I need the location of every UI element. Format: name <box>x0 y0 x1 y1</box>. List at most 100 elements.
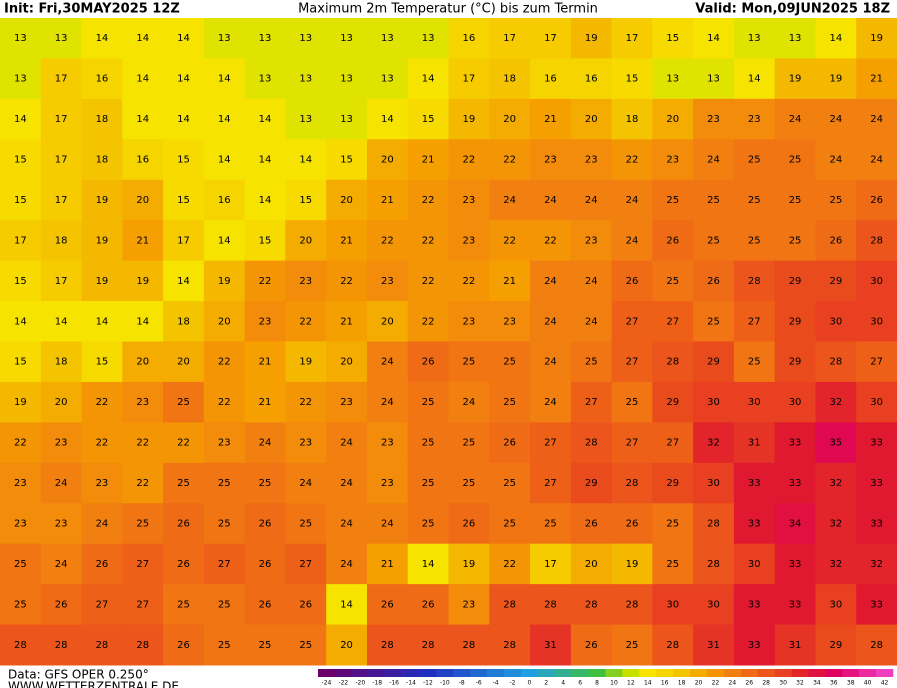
temp-label: 14 <box>299 155 312 166</box>
temp-label: 23 <box>55 438 68 449</box>
temp-label: 13 <box>218 33 231 44</box>
temp-label: 23 <box>299 438 312 449</box>
temp-label: 34 <box>789 518 802 529</box>
temp-cell <box>81 98 123 140</box>
temp-label: 24 <box>381 357 394 368</box>
temp-cell <box>530 584 572 626</box>
temp-label: 32 <box>707 438 720 449</box>
temp-cell <box>203 220 246 262</box>
temp-label: 17 <box>55 114 68 125</box>
temp-cell <box>774 503 816 545</box>
temp-label: 23 <box>55 518 68 529</box>
temp-label: 25 <box>259 478 272 489</box>
temp-cell <box>856 98 897 140</box>
colorbar-label: 26 <box>745 680 753 687</box>
init-time: Init: Fri,30MAY2025 12Z <box>4 2 180 17</box>
temp-label: 25 <box>422 438 435 449</box>
temp-label: 25 <box>422 518 435 529</box>
temp-cell <box>203 98 246 140</box>
temp-label: 30 <box>748 397 761 408</box>
temp-label: 25 <box>789 195 802 206</box>
temp-label: 25 <box>666 195 679 206</box>
temp-cell <box>448 543 490 585</box>
temp-cell <box>0 341 42 383</box>
temp-cell <box>326 584 368 626</box>
temp-cell <box>326 543 368 585</box>
temp-label: 13 <box>259 74 272 85</box>
temp-label: 14 <box>14 114 27 125</box>
temp-cell <box>489 341 531 383</box>
temp-label: 17 <box>55 155 68 166</box>
temp-label: 19 <box>14 397 27 408</box>
temp-cell <box>244 301 286 342</box>
temp-label: 25 <box>299 518 312 529</box>
temp-cell <box>448 341 490 383</box>
temp-label: 22 <box>463 155 476 166</box>
temp-cell <box>163 584 205 626</box>
temp-cell <box>122 543 164 585</box>
temp-cell <box>366 139 409 181</box>
temp-label: 23 <box>463 235 476 246</box>
temp-label: 22 <box>422 316 435 327</box>
temp-cell <box>448 462 490 504</box>
temp-cell <box>163 422 205 464</box>
temp-label: 21 <box>259 397 272 408</box>
temp-cell <box>530 381 572 423</box>
temp-label: 24 <box>55 478 68 489</box>
temp-cell <box>203 301 246 342</box>
temp-label: 26 <box>299 599 312 610</box>
temp-label: 27 <box>218 559 231 570</box>
temp-cell <box>530 98 572 140</box>
temp-cell <box>489 139 531 181</box>
temp-cell <box>530 179 572 221</box>
temp-label: 23 <box>666 155 679 166</box>
temp-label: 33 <box>748 640 761 651</box>
temp-cell <box>733 503 776 545</box>
temp-label: 24 <box>340 438 353 449</box>
temp-cell <box>733 462 776 504</box>
temp-cell <box>326 462 368 504</box>
temp-cell <box>733 220 776 262</box>
temp-label: 27 <box>585 397 598 408</box>
temp-cell <box>530 462 572 504</box>
temp-cell <box>774 220 816 262</box>
colorbar-label: 8 <box>595 680 599 687</box>
temp-label: 21 <box>544 114 557 125</box>
temp-label: 29 <box>666 397 679 408</box>
temp-label: 23 <box>14 518 27 529</box>
colorbar-swatch <box>842 669 860 677</box>
temp-cell <box>326 18 368 59</box>
temp-label: 17 <box>463 74 476 85</box>
temp-cell <box>611 503 653 545</box>
colorbar-label: -6 <box>476 680 482 687</box>
temp-cell <box>815 422 857 464</box>
temp-cell <box>122 179 164 221</box>
temp-cell <box>652 260 694 302</box>
temp-label: 24 <box>544 357 557 368</box>
temp-cell <box>203 179 246 221</box>
temp-label: 20 <box>136 357 149 368</box>
temp-label: 33 <box>748 478 761 489</box>
temp-cell <box>40 301 83 342</box>
temp-label: 28 <box>666 357 679 368</box>
temp-cell <box>163 220 205 262</box>
temp-label: 16 <box>544 74 557 85</box>
temp-cell <box>244 381 286 423</box>
temp-label: 22 <box>259 276 272 287</box>
temp-label: 32 <box>829 478 842 489</box>
temp-label: 28 <box>381 640 394 651</box>
temp-cell <box>326 341 368 383</box>
colorbar-swatch <box>571 669 589 677</box>
header-bar <box>0 0 897 18</box>
temp-cell <box>285 584 327 626</box>
temp-label: 32 <box>829 397 842 408</box>
temp-cell <box>774 301 816 342</box>
temp-label: 17 <box>503 33 516 44</box>
temp-label: 14 <box>136 114 149 125</box>
temp-label: 30 <box>748 559 761 570</box>
temp-cell <box>244 220 286 262</box>
temp-label: 19 <box>626 559 639 570</box>
temp-cell <box>570 220 613 262</box>
colorbar-swatch <box>825 669 843 677</box>
temp-cell <box>366 220 409 262</box>
